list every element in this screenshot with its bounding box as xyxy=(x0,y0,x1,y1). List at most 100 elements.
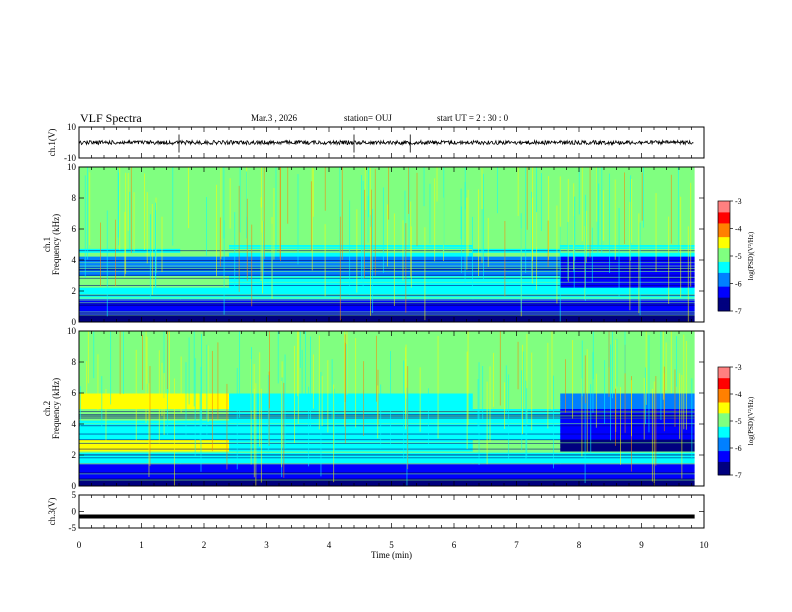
y-tick-label: 10 xyxy=(67,326,77,336)
spectrogram-burst xyxy=(259,352,261,447)
spectrogram-cell xyxy=(229,451,474,456)
spectrogram-burst xyxy=(297,331,299,397)
spectrogram-cell xyxy=(180,373,230,378)
spectrogram-burst xyxy=(508,374,510,463)
y-tick-label: 0 xyxy=(72,507,77,517)
spectrogram-burst xyxy=(624,331,626,374)
spectrogram-cell xyxy=(79,294,181,300)
spectrogram-cell xyxy=(229,256,474,261)
spectrogram-burst xyxy=(308,386,310,467)
spectrogram-burst xyxy=(223,167,225,239)
colorbar-cell xyxy=(718,442,730,446)
spectrogram-band xyxy=(79,265,704,267)
colorbar-cell xyxy=(718,269,730,273)
colorbar-cell xyxy=(718,250,730,254)
colorbar-cell xyxy=(718,426,730,430)
spectrogram-cell xyxy=(229,240,474,245)
spectrogram-burst xyxy=(547,220,549,268)
spectrogram-burst xyxy=(356,209,358,293)
spectrogram-cell xyxy=(180,291,230,296)
spectrogram-burst xyxy=(380,384,382,449)
spectrogram-cell xyxy=(472,435,561,440)
spectrogram-burst xyxy=(517,341,519,390)
spectrogram-cell xyxy=(472,225,561,230)
spectrogram-band xyxy=(79,246,704,248)
colorbar-tick-label: -4 xyxy=(735,225,742,234)
date-label: Mar.3 , 2026 xyxy=(251,113,297,123)
spectrogram-burst xyxy=(167,331,168,390)
spectrogram-burst xyxy=(149,366,151,467)
spectrogram-band xyxy=(79,425,704,427)
spectrogram-cell xyxy=(79,306,181,311)
spectrogram-cell xyxy=(472,271,561,276)
spectrogram-cell xyxy=(180,201,230,207)
spectrogram-cell xyxy=(79,435,181,440)
spectrogram-burst xyxy=(674,369,676,427)
spectrogram-burst xyxy=(324,167,326,211)
colorbar-cell xyxy=(718,383,730,387)
colorbar-cell xyxy=(718,445,730,449)
spectrogram-cell xyxy=(560,451,699,456)
spectrogram-cell xyxy=(180,435,230,440)
spectrogram-burst xyxy=(596,167,598,222)
spectrogram-burst xyxy=(284,354,286,449)
spectrogram-burst xyxy=(615,388,616,446)
y-tick-label: 0 xyxy=(72,481,77,491)
spectrogram-cell xyxy=(229,350,474,355)
spectrogram-cell xyxy=(560,466,699,471)
spectrogram-burst xyxy=(499,331,501,406)
spectrogram-cell xyxy=(229,294,474,300)
spectrogram-cell xyxy=(180,381,230,386)
spectrogram-band xyxy=(79,312,704,314)
y-axis-label: ch.1 xyxy=(42,237,52,252)
spectrogram-burst xyxy=(390,351,391,446)
spectrogram-burst xyxy=(477,189,479,277)
spectrogram-burst xyxy=(410,201,412,277)
spectrogram-cell xyxy=(79,314,181,319)
colorbar-cell xyxy=(718,286,730,290)
spectrogram-cell xyxy=(229,342,474,347)
spectrogram-cell xyxy=(180,236,230,242)
spectrogram-cell xyxy=(472,260,561,265)
spectrogram-burst xyxy=(548,176,549,260)
spectrogram-cell xyxy=(560,435,699,440)
colorbar-cell xyxy=(718,469,730,473)
spectrogram-cell xyxy=(472,455,561,460)
spectrogram-cell xyxy=(79,373,181,378)
spectrogram-burst xyxy=(691,378,693,459)
spectrogram-cell xyxy=(472,256,561,261)
spectrogram-cell xyxy=(472,377,561,382)
spectrogram-cell xyxy=(560,334,699,340)
spectrogram-band xyxy=(79,295,704,297)
spectrogram-burst xyxy=(87,167,89,260)
spectrogram-cell xyxy=(472,240,561,245)
colorbar-cell xyxy=(718,375,730,379)
colorbar-cell xyxy=(718,245,730,249)
spectrogram-cell xyxy=(229,271,474,276)
spectrogram-cell xyxy=(560,362,699,367)
colorbar-cell xyxy=(718,253,730,257)
spectrogram-cell xyxy=(560,209,699,214)
spectrogram-burst xyxy=(604,360,606,424)
colorbar-cell xyxy=(718,380,730,384)
spectrogram-ch2 xyxy=(79,331,704,486)
spectrogram-cell xyxy=(79,408,181,413)
spectrogram-burst xyxy=(339,216,341,321)
spectrogram-cell xyxy=(560,256,699,261)
spectrogram-cell xyxy=(229,174,474,180)
spectrogram-cell xyxy=(472,198,561,203)
spectrogram-burst xyxy=(194,358,196,457)
spectrogram-burst xyxy=(585,210,587,263)
spectrogram-cell xyxy=(180,443,230,448)
spectrogram-cell xyxy=(229,213,474,218)
y-tick-label: -10 xyxy=(64,153,76,163)
spectrogram-cell xyxy=(79,455,181,460)
spectrogram-cell xyxy=(180,334,230,340)
spectrogram-cell xyxy=(79,178,181,183)
spectrogram-cell xyxy=(472,389,561,394)
spectrogram-burst xyxy=(294,345,296,444)
spectrogram-burst xyxy=(86,361,88,409)
spectrogram-cell xyxy=(180,271,230,276)
spectrogram-cell xyxy=(472,229,561,234)
spectrogram-cell xyxy=(180,331,230,336)
